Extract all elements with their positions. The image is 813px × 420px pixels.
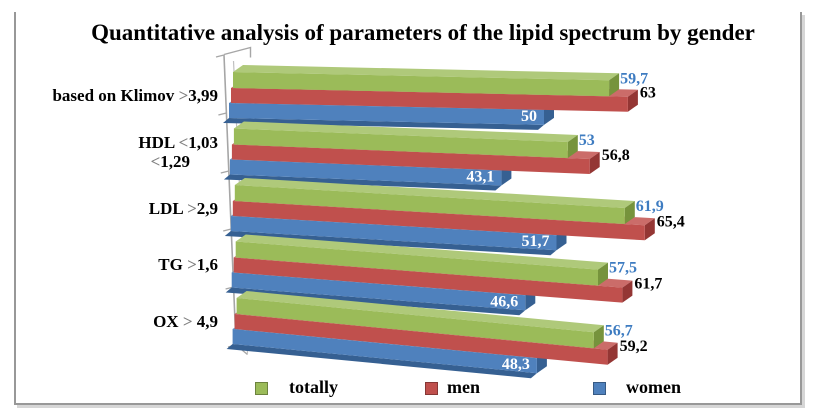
bar-bottom-face xyxy=(226,344,537,379)
category-axis-line xyxy=(223,54,237,346)
axis-tick xyxy=(223,228,232,232)
bar-bottom-face xyxy=(223,118,544,130)
value-label-women-2: 51,7 xyxy=(522,233,550,250)
category-text: OX xyxy=(153,312,183,331)
comparison-symbol: < xyxy=(178,133,189,152)
bar-front-face xyxy=(235,241,598,286)
bar-front-face xyxy=(233,257,623,303)
category-text: 1,03 xyxy=(188,133,218,152)
bar-front-face xyxy=(234,185,625,224)
bar-end-cap xyxy=(598,262,608,286)
value-label-totally-3: 57,5 xyxy=(609,260,637,277)
category-text: 4,9 xyxy=(192,312,218,331)
bar-front-face xyxy=(233,128,568,158)
category-label-2: LDL >2,9 xyxy=(14,199,218,218)
category-label-4: OX > 4,9 xyxy=(14,312,218,331)
bar-top-face xyxy=(234,178,635,208)
axis-tick xyxy=(218,112,227,116)
category-label-1: HDL <1,03 <1,29 xyxy=(14,133,218,171)
value-label-totally-2: 61,9 xyxy=(636,198,664,215)
category-label-0: based on Klimov >3,99 xyxy=(14,86,254,105)
comparison-symbol: > xyxy=(182,312,193,331)
bar-end-cap xyxy=(627,89,638,112)
chart-title: Quantitative analysis of parameters of t… xyxy=(91,20,755,45)
legend-swatch-men xyxy=(425,382,438,395)
bar-totally-1 xyxy=(233,121,578,158)
axis-tick xyxy=(215,54,225,58)
value-label-women-3: 46,6 xyxy=(490,293,518,310)
value-label-men-4: 59,2 xyxy=(620,338,648,355)
bar-top-face xyxy=(233,65,620,81)
value-label-totally-1: 53 xyxy=(579,132,595,149)
bar-front-face xyxy=(233,72,610,97)
bar-end-cap xyxy=(567,135,578,158)
comparison-symbol: > xyxy=(187,199,197,218)
bar-end-cap xyxy=(607,342,618,365)
bar-end-cap xyxy=(609,73,620,97)
bar-bottom-face xyxy=(223,174,502,191)
bar-bottom-face xyxy=(225,287,526,316)
bar-totally-4 xyxy=(236,291,604,349)
bar-top-face xyxy=(236,291,604,333)
category-label-3: TG >1,6 xyxy=(14,255,218,274)
bar-front-face xyxy=(234,314,608,365)
bar-bottom-face xyxy=(224,231,557,256)
legend-label-men: men xyxy=(447,377,480,397)
legend-label-women: women xyxy=(626,377,681,397)
bar-top-face xyxy=(235,234,608,270)
legend-swatch-women xyxy=(593,382,606,395)
bar-end-cap xyxy=(589,152,600,174)
value-label-women-1: 43,1 xyxy=(466,169,494,186)
comparison-symbol: > xyxy=(178,86,189,105)
value-label-women-0: 50 xyxy=(521,108,537,125)
category-text: based on Klimov xyxy=(52,86,179,105)
category-text: 2,9 xyxy=(196,199,218,218)
value-label-totally-0: 59,7 xyxy=(620,70,648,87)
legend-swatch-totally xyxy=(255,382,268,395)
value-label-totally-4: 56,7 xyxy=(605,322,633,339)
category-text: 1,6 xyxy=(196,255,218,274)
bar-front-face xyxy=(236,298,594,349)
category-text: 1,29 xyxy=(160,152,190,171)
value-label-men-2: 65,4 xyxy=(657,213,685,230)
category-text: LDL xyxy=(148,199,188,218)
comparison-symbol: > xyxy=(187,255,197,274)
bar-front-face xyxy=(232,201,645,241)
bar-totally-0 xyxy=(233,65,620,97)
bar-end-cap xyxy=(624,201,635,224)
axis-tick xyxy=(220,170,229,174)
category-text: 3,99 xyxy=(188,86,218,105)
value-label-men-1: 56,8 xyxy=(602,147,630,164)
bar-front-face xyxy=(231,144,590,174)
value-label-men-0: 63 xyxy=(640,85,656,102)
bar-front-face xyxy=(231,88,628,112)
category-text: HDL xyxy=(138,133,179,152)
value-label-men-3: 61,7 xyxy=(634,276,662,293)
bar-front-face xyxy=(229,159,502,186)
bar-end-cap xyxy=(622,280,633,303)
bar-totally-2 xyxy=(234,178,635,224)
bar-end-cap xyxy=(593,325,604,349)
bar-top-face xyxy=(233,121,578,142)
bar-totally-3 xyxy=(235,234,608,286)
bar-front-face xyxy=(232,329,537,374)
axis-wall-top-edge xyxy=(223,46,252,58)
category-text: TG xyxy=(158,255,188,274)
bar-front-face xyxy=(230,216,557,251)
bar-end-cap xyxy=(644,218,655,241)
chart-frame xyxy=(14,12,802,405)
value-label-women-4: 48,3 xyxy=(502,356,530,373)
bar-front-face xyxy=(231,272,526,311)
comparison-symbol: < xyxy=(150,152,161,171)
bar-front-face xyxy=(229,103,544,125)
legend-label-totally: totally xyxy=(289,377,338,397)
